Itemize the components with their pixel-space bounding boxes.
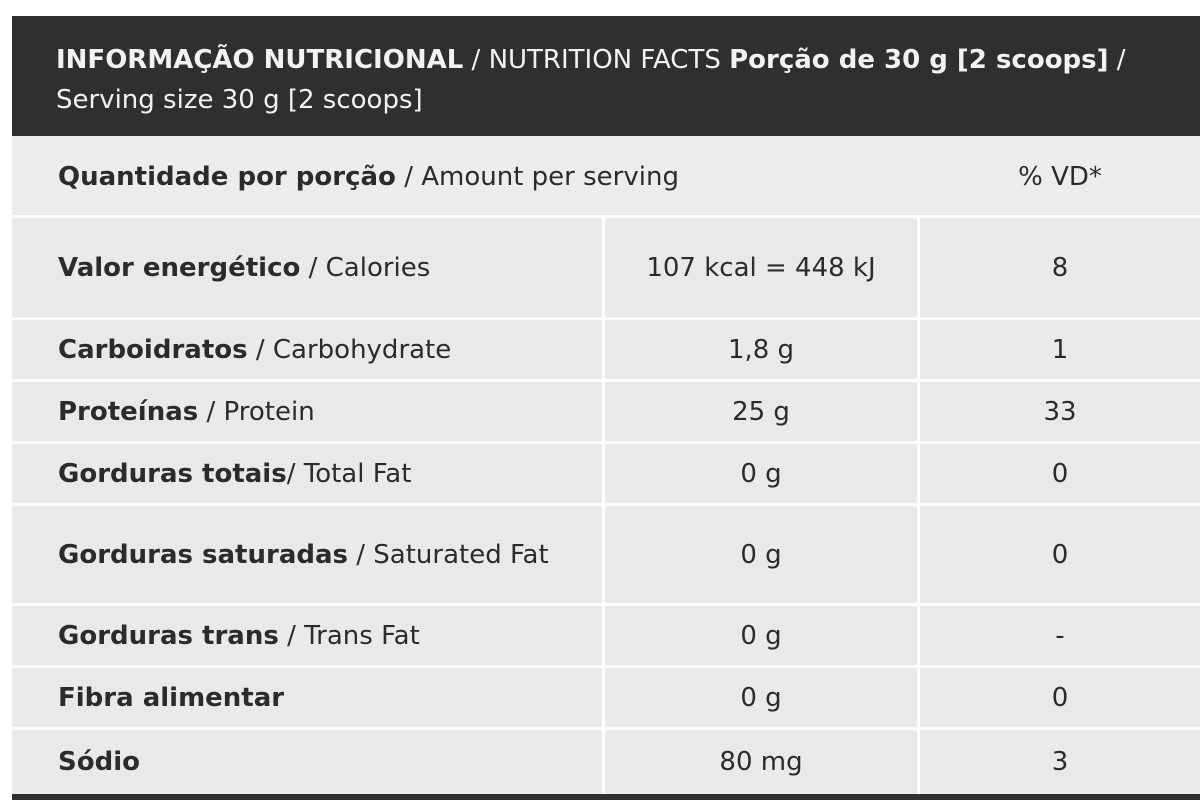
nutrient-name: Sódio	[58, 730, 578, 794]
table-row: Carboidratos / Carbohydrate 1,8 g 1	[12, 320, 1200, 382]
nutrient-name: Valor energético / Calories	[58, 218, 578, 317]
nutrient-daily-value: 3	[1051, 747, 1069, 777]
nutrient-name: Gorduras saturadas / Saturated Fat	[58, 506, 578, 603]
nutrient-daily-value: -	[1055, 620, 1065, 651]
nutrition-table: INFORMAÇÃO NUTRICIONAL / NUTRITION FACTS…	[12, 16, 1200, 800]
nutrient-name-pt: Proteínas	[58, 396, 199, 427]
table-row: Gorduras totais/ Total Fat 0 g 0	[12, 444, 1200, 506]
nutrient-name: Gorduras trans / Trans Fat	[58, 606, 578, 665]
table-row: Fibra alimentar 0 g 0	[12, 668, 1200, 730]
nutrient-name-pt: Gorduras trans	[58, 620, 279, 651]
table-row: Gorduras trans / Trans Fat 0 g -	[12, 606, 1200, 668]
nutrient-name-pt: Fibra alimentar	[58, 682, 285, 713]
nutrient-amount: 0 g	[602, 444, 920, 503]
nutrient-daily-value: 0	[1051, 682, 1069, 713]
nutrient-name-en: / Trans Fat	[278, 620, 420, 651]
nutrient-name: Carboidratos / Carbohydrate	[58, 320, 578, 379]
nutrient-name-pt: Gorduras saturadas	[58, 539, 348, 570]
title-en: / NUTRITION FACTS	[463, 45, 730, 75]
nutrient-amount: 107 kcal = 448 kJ	[602, 218, 920, 317]
nutrient-amount: 0 g	[602, 506, 920, 603]
nutrient-name-pt: Carboidratos	[58, 334, 248, 365]
nutrient-daily-value: 0	[1051, 458, 1069, 489]
nutrient-name-pt: Valor energético	[58, 252, 301, 283]
nutrient-name-pt: Sódio	[58, 747, 140, 777]
table-row: Sódio 80 mg 3	[12, 730, 1200, 794]
nutrient-name-pt: Gorduras totais	[58, 458, 287, 489]
title-pt: INFORMAÇÃO NUTRICIONAL	[56, 45, 464, 75]
nutrient-amount: 80 mg	[602, 730, 920, 794]
nutrient-name: Fibra alimentar	[58, 668, 578, 727]
amount-en: / Amount per serving	[395, 162, 679, 192]
amount-per-serving-header: Quantidade por porção / Amount per servi…	[58, 136, 679, 218]
serving-en: / Serving size 30 g [2 scoops]	[56, 45, 1126, 115]
amount-pt: Quantidade por porção	[58, 162, 396, 192]
nutrient-name-en: / Carbohydrate	[247, 334, 452, 365]
table-row: Proteínas / Protein 25 g 33	[12, 382, 1200, 444]
nutrient-daily-value: 8	[1051, 252, 1069, 283]
nutrient-name-en: / Total Fat	[286, 458, 412, 489]
table-footer-bar	[12, 794, 1200, 800]
column-header-row: Quantidade por porção / Amount per servi…	[12, 136, 1200, 218]
serving-pt: Porção de 30 g [2 scoops]	[729, 45, 1109, 75]
daily-value-header: % VD*	[1018, 162, 1102, 192]
nutrient-amount: 1,8 g	[602, 320, 920, 379]
nutrient-name-en: / Calories	[300, 252, 431, 283]
nutrient-daily-value: 1	[1051, 334, 1069, 365]
nutrient-amount: 0 g	[602, 606, 920, 665]
nutrient-name: Proteínas / Protein	[58, 382, 578, 441]
nutrient-daily-value: 33	[1043, 396, 1077, 427]
nutrient-amount: 25 g	[602, 382, 920, 441]
nutrient-name-en: / Saturated Fat	[348, 539, 549, 570]
table-row: Valor energético / Calories 107 kcal = 4…	[12, 218, 1200, 320]
nutrient-daily-value: 0	[1051, 539, 1069, 570]
nutrient-name: Gorduras totais/ Total Fat	[58, 444, 578, 503]
nutrient-amount: 0 g	[602, 668, 920, 727]
nutrient-name-en: / Protein	[198, 396, 315, 427]
table-row: Gorduras saturadas / Saturated Fat 0 g 0	[12, 506, 1200, 606]
table-header: INFORMAÇÃO NUTRICIONAL / NUTRITION FACTS…	[12, 16, 1200, 136]
